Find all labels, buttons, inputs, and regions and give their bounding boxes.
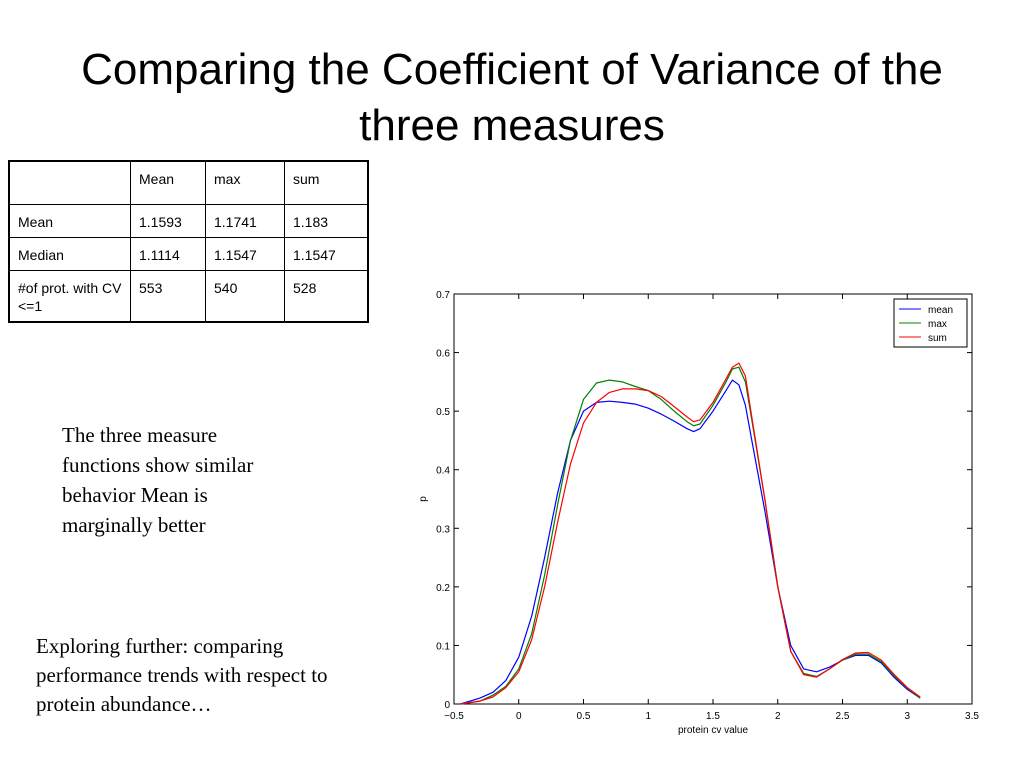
- y-tick-label: 0.2: [436, 583, 450, 594]
- table-cell: 1.183: [284, 204, 369, 238]
- row-label: #of prot. with CV <=1: [8, 270, 131, 323]
- y-tick-label: 0.1: [436, 641, 450, 652]
- cv-comparison-table: Mean max sum Mean 1.1593 1.1741 1.183 Me…: [8, 160, 369, 323]
- table-header-cell: [8, 160, 131, 205]
- y-tick-label: 0.6: [436, 349, 450, 360]
- legend-label-mean: mean: [928, 305, 953, 316]
- y-axis-label: p: [418, 496, 429, 502]
- x-tick-label: 2: [775, 711, 781, 722]
- legend-label-sum: sum: [928, 333, 947, 344]
- x-axis-label: protein cv value: [678, 725, 748, 736]
- x-tick-label: 3.5: [965, 711, 979, 722]
- x-tick-label: 2.5: [836, 711, 850, 722]
- x-tick-label: −0.5: [444, 711, 464, 722]
- slide-title: Comparing the Coefficient of Variance of…: [81, 45, 943, 150]
- y-tick-label: 0.3: [436, 524, 450, 535]
- row-label: Median: [8, 237, 131, 271]
- table-cell: 1.1593: [130, 204, 206, 238]
- x-tick-label: 1.5: [706, 711, 720, 722]
- y-tick-label: 0.4: [436, 466, 450, 477]
- table-cell: 553: [130, 270, 206, 323]
- table-row: #of prot. with CV <=1 553 540 528: [8, 270, 369, 323]
- table-header-cell: max: [205, 160, 285, 205]
- axis-ticks: −0.5 0 0.5 1 1.5 2 2.5 3 3.500.10.20.30.40.50.60…: [436, 290, 979, 722]
- x-tick-label: 3: [904, 711, 910, 722]
- x-tick-label: 0.5: [577, 711, 591, 722]
- table-cell: 1.1547: [205, 237, 285, 271]
- legend: mean max sum: [893, 298, 968, 348]
- series-line-sum: [460, 362, 921, 705]
- y-tick-label: 0.7: [436, 290, 450, 301]
- series-lines: [460, 362, 921, 705]
- x-tick-label: 0: [516, 711, 522, 722]
- further-exploration-note: Exploring further: comparing performance…: [36, 634, 328, 716]
- table-cell: 1.1741: [205, 204, 285, 238]
- table-cell: 528: [284, 270, 369, 323]
- legend-box: [893, 298, 968, 348]
- observation-note: The three measure functions show similar…: [62, 423, 254, 537]
- y-tick-label: 0.5: [436, 407, 450, 418]
- table-row: Median 1.1114 1.1547 1.1547: [8, 237, 369, 271]
- x-tick-label: 1: [645, 711, 651, 722]
- table-cell: 540: [205, 270, 285, 323]
- legend-label-max: max: [928, 319, 947, 330]
- plot-frame: [453, 293, 973, 705]
- y-tick-label: 0: [444, 700, 450, 711]
- table-cell: 1.1547: [284, 237, 369, 271]
